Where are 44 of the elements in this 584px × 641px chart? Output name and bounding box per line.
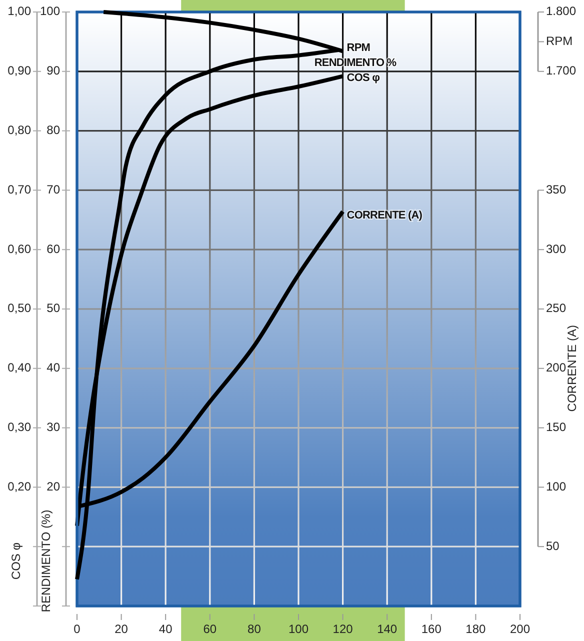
x-tick-label: 0 (74, 622, 81, 636)
y2-tick-label: 350 (546, 182, 566, 196)
x-tick-label: 120 (332, 622, 354, 636)
x-tick-label: 180 (466, 622, 486, 636)
y2-tick-label: 200 (546, 360, 566, 375)
y-tick-label: 0,20 (8, 479, 32, 494)
y-tick-label: 70 (46, 182, 60, 196)
y2-tick-label: 250 (546, 301, 566, 316)
x-tick-label: 160 (421, 622, 442, 636)
y2-tick-label: 300 (546, 242, 566, 256)
x-tick-label: 80 (248, 622, 262, 636)
y-tick-label: 40 (46, 360, 60, 375)
y2-tick-label: 1.800 (546, 4, 576, 18)
x-tick-label: 140 (377, 622, 398, 636)
y-tick-label: 0,80 (8, 122, 32, 137)
y-tick-label: 100 (40, 4, 60, 18)
y-tick-label: 1,00 (8, 4, 32, 18)
y-tick-label: 30 (46, 420, 60, 434)
x-tick-label: 60 (203, 622, 217, 636)
y-tick-label: 60 (46, 242, 60, 256)
y2-tick-label: 100 (546, 479, 566, 494)
y-axis-title: RENDIMENTO (%) (39, 510, 53, 612)
y-tick-label: 0,60 (8, 242, 32, 256)
y2-tick-label: 1.700 (546, 64, 576, 78)
y-axis-title: COS φ (9, 542, 23, 580)
y2-axis-title: RPM (546, 34, 573, 48)
y-tick-label: 0,70 (8, 182, 32, 196)
y2-axis-title: CORRENTE (A) (565, 325, 579, 412)
series-label: COS φ (346, 72, 380, 84)
y-tick-label: 0,40 (8, 360, 32, 375)
y2-tick-label: 50 (546, 538, 560, 553)
y-tick-label: 20 (46, 479, 60, 494)
y-tick-label: 80 (46, 122, 60, 137)
x-tick-label: 40 (158, 622, 173, 636)
y-tick-label: 90 (46, 64, 60, 78)
y-tick-label: 0,30 (8, 420, 32, 434)
series-label: RPM (346, 42, 370, 54)
y-tick-label: 0,90 (8, 64, 32, 78)
y-tick-label: 50 (46, 301, 60, 316)
x-tick-label: 100 (288, 622, 309, 636)
y-tick-label: 0,50 (8, 301, 32, 316)
y2-tick-label: 150 (546, 420, 566, 434)
x-tick-label: 200 (510, 622, 530, 636)
x-tick-label: 20 (114, 622, 128, 636)
